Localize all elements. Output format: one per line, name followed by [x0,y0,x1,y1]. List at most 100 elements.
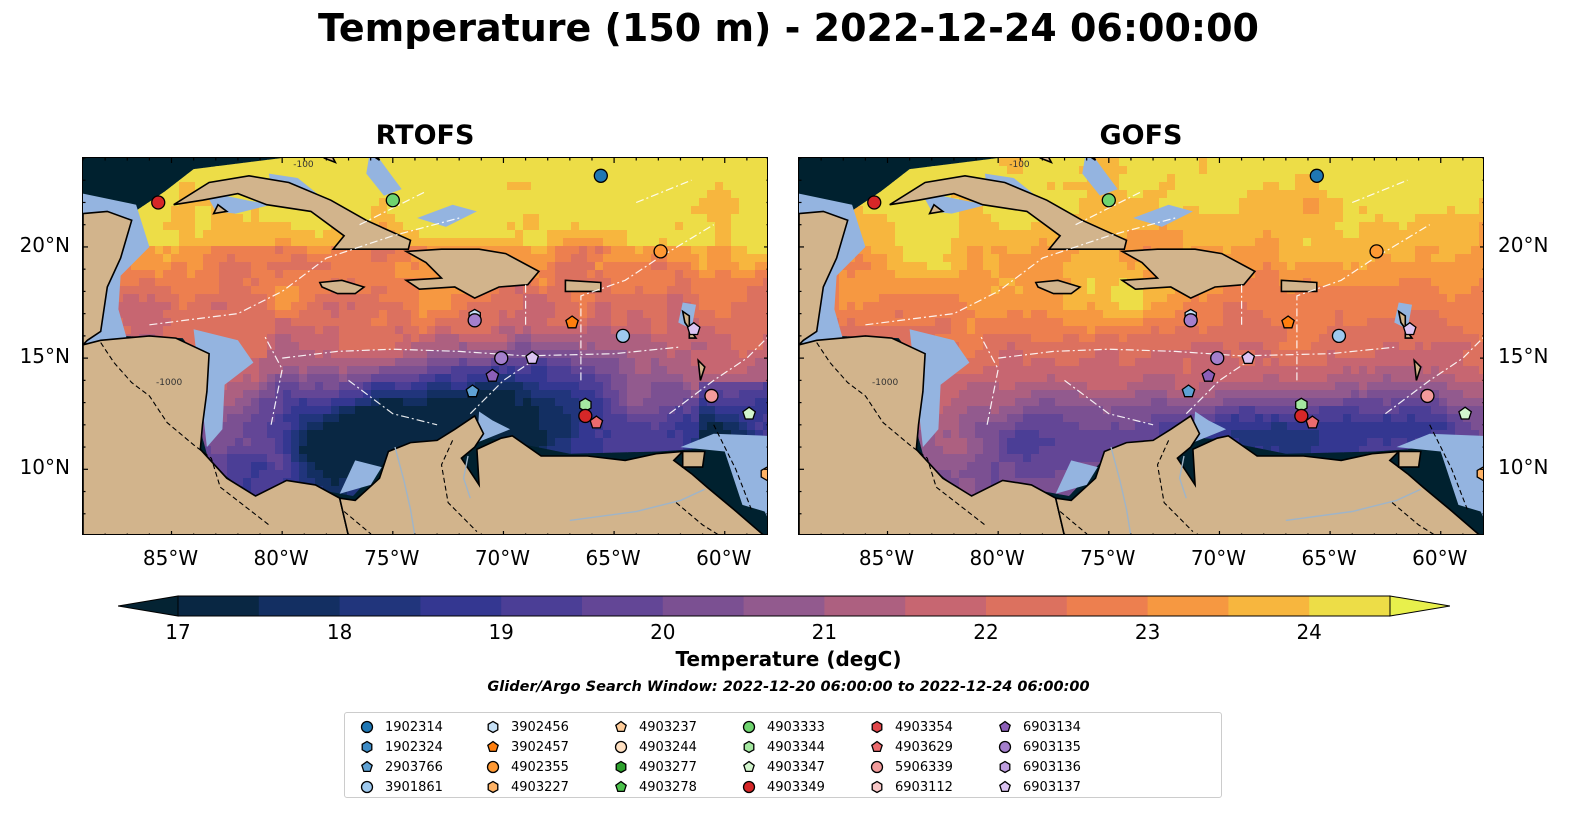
lon-tick-label: 80°W [253,546,309,570]
colorbar-band [1309,596,1391,616]
land-antilles2 [1413,358,1422,381]
colorbar-tick-label: 17 [165,620,191,644]
country-border [100,342,270,526]
float-marker-6903134 [485,368,500,382]
lon-tick-label: 60°W [696,546,752,570]
eez-boundary [865,217,1176,326]
shelf-water [1192,411,1227,443]
legend-item: 4903354 [869,717,953,737]
land-antilles1 [681,309,698,339]
colorbar-band [662,596,745,616]
legend-item: 6903134 [997,717,1081,737]
legend-marker-pentagon-icon [615,720,627,733]
legend-label: 6903136 [1023,759,1081,775]
legend-item: 6903136 [997,757,1081,777]
lon-tick-label: 65°W [585,546,641,570]
legend-marker-pentagon-icon [487,740,499,753]
colorbar-tick-label: 24 [1296,620,1322,644]
land-cuba_small [928,203,945,215]
float-marker-4903629 [589,415,604,429]
land-trinidad [681,450,706,468]
eez-boundary [149,217,460,326]
legend-item: 3901861 [359,777,443,797]
country-border [343,511,372,534]
colorbar [117,590,1451,622]
legend-marker-pentagon-icon [743,760,755,773]
eez-boundary [635,179,692,204]
land-cuba_small [212,203,229,215]
legend-marker-pentagon-icon [871,740,883,753]
legend-marker-hexagon-icon [999,760,1011,774]
colorbar-band [501,596,583,616]
river [462,455,471,499]
float-marker-6903134 [1201,368,1216,382]
eez-boundary [1296,224,1431,381]
lat-tick-label-right: 20°N [1498,232,1549,257]
lon-tick-label: 65°W [1301,546,1357,570]
land-central [83,335,349,534]
float-marker-6903137 [1402,321,1417,336]
legend-item: 4903244 [613,737,697,757]
legend-item: 5906339 [869,757,953,777]
frame-ticks [83,158,767,534]
float-marker-4903227 [1476,466,1483,481]
legend-marker-circle-icon [742,780,756,794]
shelf-water [680,433,767,517]
float-marker-2903766 [465,384,480,398]
eez-boundary [348,379,438,426]
legend-label: 4903354 [895,719,953,735]
eez-boundary [979,335,999,425]
lon-tick-label: 70°W [1190,546,1247,570]
lat-tick-label-right: 10°N [1498,455,1549,480]
float-marker-4903349 [1294,408,1309,424]
legend-label: 4903344 [767,739,825,755]
shelf-water [366,158,402,196]
river [394,446,416,534]
legend-marker-circle-icon [360,720,374,734]
float-marker-5906339 [1420,388,1435,404]
eez-boundary [359,190,427,226]
legend-label: 3901861 [385,779,443,795]
country-border [1059,511,1088,534]
country-border [1391,502,1435,534]
float-marker-4902355 [1369,244,1384,259]
land-jamaica [1034,279,1082,295]
float-markers [151,168,767,481]
land-southam [338,414,764,534]
legend-item: 6903112 [869,777,953,797]
legend-label: 4903333 [767,719,825,735]
legend-item: 4903277 [613,757,697,777]
shelf-water [1133,204,1193,227]
figure-title: Temperature (150 m) - 2022-12-24 06:00:0… [317,6,1259,50]
legend-item: 4903237 [613,717,697,737]
colorbar-band [986,596,1068,616]
colorbar-band [178,596,260,616]
float-marker-4903227 [760,466,767,481]
legend-label: 6903135 [1023,739,1081,755]
legend-item: 6903137 [997,777,1081,797]
lon-tick-label: 70°W [474,546,531,570]
lat-tick-label-left: 15°N [19,344,70,369]
legend-label: 3902457 [511,739,569,755]
legend-label: 4903629 [895,739,953,755]
float-marker-4903349 [578,408,593,424]
legend-marker-pentagon-icon [361,760,373,773]
eez-boundary [263,335,283,425]
eez-boundary [580,224,715,381]
lon-tick-label: 75°W [364,546,420,570]
legend-marker-circle-icon [742,720,756,734]
colorbar-band [743,596,825,616]
contour-label: -100 [1009,160,1030,170]
land-hispaniola [1119,248,1257,299]
legend-item: 4903278 [613,777,697,797]
legend-label: 2903766 [385,759,443,775]
colorbar-band [824,596,906,616]
shelf-water [417,204,477,227]
legend-marker-circle-icon [360,780,374,794]
lat-tick-label-right: 15°N [1498,344,1549,369]
land-bahamas2 [374,158,381,161]
country-border [713,424,752,510]
float-marker-4903347 [1458,406,1473,420]
float-marker-4903347 [742,406,757,420]
colorbar-band [1147,596,1229,616]
